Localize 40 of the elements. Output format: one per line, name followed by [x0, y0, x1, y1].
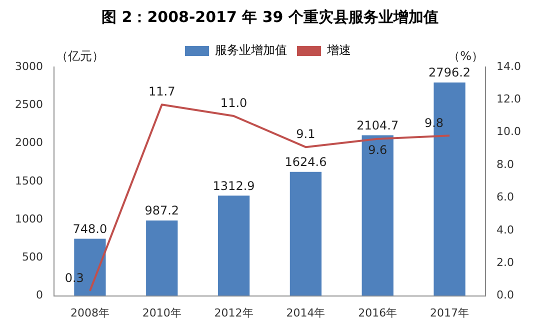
x-tick-label: 2014年	[286, 306, 326, 320]
data-label: 9.1	[296, 127, 316, 142]
data-label: 9.6	[368, 143, 388, 158]
y-tick-label: 1500	[14, 174, 43, 188]
y-tick-label: 3000	[14, 60, 43, 73]
y2-tick-label: 4.0	[496, 223, 514, 236]
y-tick-label: 2500	[14, 98, 43, 111]
y2-tick-label: 10.0	[496, 125, 522, 138]
y2-tick-label: 8.0	[496, 158, 514, 171]
y-tick-label: 2000	[14, 136, 43, 150]
y-tick-label: 1000	[14, 212, 43, 226]
x-tick-label: 2016年	[358, 306, 398, 320]
chart-title: 图 2：2008-2017 年 39 个重灾县服务业增加值	[100, 8, 440, 27]
legend-label: 服务业增加值	[215, 43, 287, 58]
data-label: 11.7	[148, 84, 176, 99]
y2-axis-title: （%）	[448, 49, 484, 64]
data-label: 11.0	[220, 96, 248, 110]
x-tick-label: 2010年	[142, 306, 182, 320]
data-label: 748.0	[72, 222, 108, 236]
y2-tick-label: 12.0	[496, 92, 522, 106]
y2-tick-label: 6.0	[496, 190, 514, 204]
data-label: 2104.7	[356, 118, 399, 132]
legend-label: 增速	[326, 43, 351, 58]
data-label: 1624.6	[284, 155, 327, 170]
bar	[218, 196, 250, 296]
bar	[146, 220, 178, 296]
x-tick-label: 2012年	[214, 306, 254, 320]
data-label: 2796.2	[428, 66, 471, 80]
y-axis-title: （亿元）	[56, 49, 104, 64]
bar	[362, 135, 394, 296]
data-label: 987.2	[144, 204, 180, 218]
data-label: 1312.9	[212, 178, 255, 193]
y-tick-label: 0	[36, 288, 43, 302]
y2-tick-label: 2.0	[496, 256, 514, 269]
x-tick-label: 2008年	[70, 306, 110, 320]
y-tick-label: 500	[22, 250, 43, 264]
y2-tick-label: 14.0	[496, 60, 522, 73]
x-tick-label: 2017年	[430, 306, 470, 320]
bar	[290, 172, 322, 296]
y2-tick-label: 0.0	[496, 288, 514, 302]
